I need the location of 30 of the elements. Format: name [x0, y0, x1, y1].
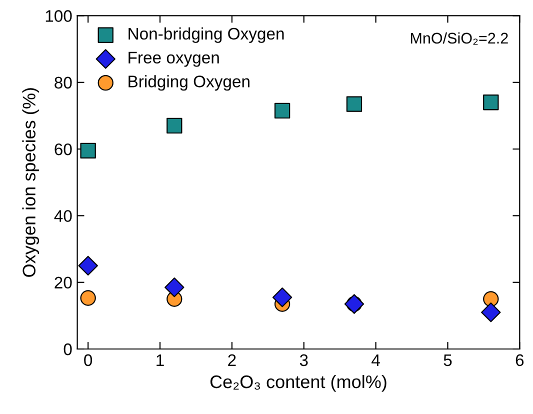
- y-tick-label: 20: [54, 276, 72, 289]
- x-tick-label: 1: [156, 354, 164, 366]
- y-axis-title: Oxygen ion species (%): [22, 88, 40, 277]
- legend-label: Bridging Oxygen: [128, 75, 250, 91]
- point: [164, 277, 184, 298]
- x-tick-label: 5: [444, 354, 452, 366]
- y-tick-label: 60: [54, 143, 72, 156]
- x-tick-label: 2: [228, 354, 236, 366]
- point: [483, 94, 499, 110]
- y-tick-label: 100: [46, 10, 72, 22]
- point: [274, 102, 290, 119]
- y-tick-label: 80: [54, 76, 72, 89]
- point: [80, 290, 96, 306]
- legend-label: Free oxygen: [128, 52, 219, 67]
- y-tick-label: 0: [64, 343, 72, 356]
- x-tick-label: 0: [84, 354, 92, 366]
- legend-label: Non-bridging Oxygen: [128, 27, 284, 43]
- point: [272, 287, 292, 308]
- x-tick-label: 6: [516, 354, 524, 366]
- point: [78, 256, 98, 276]
- point: [80, 142, 96, 159]
- annotation: MnO/SiO₂=2.2: [410, 32, 508, 45]
- point: [346, 96, 362, 112]
- point: [166, 118, 182, 134]
- x-axis-title: Ce₂O₃ content (mol%): [210, 374, 386, 392]
- point: [483, 291, 499, 307]
- point: [481, 302, 501, 322]
- x-tick-label: 3: [300, 354, 308, 366]
- y-tick-label: 40: [54, 210, 72, 222]
- x-tick-label: 4: [372, 354, 380, 366]
